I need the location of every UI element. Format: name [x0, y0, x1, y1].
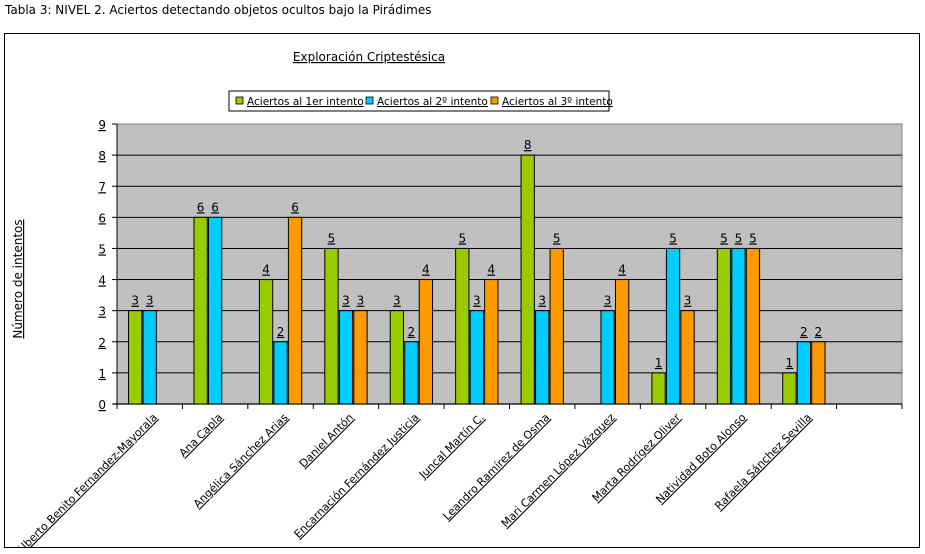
bar: [338, 310, 354, 405]
data-label: 2: [408, 325, 416, 339]
data-label: 5: [749, 231, 757, 245]
data-label: 1: [786, 356, 794, 370]
legend-label: Aciertos al 2º intento: [377, 96, 488, 108]
plot-background: [116, 123, 903, 405]
data-label: 5: [669, 231, 677, 245]
y-tick-label: 4: [98, 274, 106, 288]
data-label: 3: [393, 294, 401, 308]
legend-swatch: [235, 96, 244, 105]
data-label: 3: [146, 294, 154, 308]
y-tick-label: 0: [98, 398, 106, 412]
bar: [811, 341, 826, 405]
data-label: 5: [458, 231, 466, 245]
data-label: 3: [357, 294, 365, 308]
y-tick-label: 8: [98, 149, 106, 163]
data-label: 1: [655, 356, 663, 370]
y-tick-label: 3: [98, 305, 106, 319]
y-tick-label: 1: [98, 367, 106, 381]
category-label: Juncal Martín C.: [416, 411, 487, 482]
bar: [142, 310, 157, 405]
data-label: 5: [553, 231, 561, 245]
y-axis-label: Número de intentos: [11, 219, 25, 338]
bar: [731, 247, 746, 405]
category-label: Mari Carmen López Vázquez: [499, 411, 618, 530]
data-label: 2: [800, 325, 808, 339]
bar: [745, 247, 761, 405]
y-tick-label: 5: [98, 242, 106, 256]
data-label: 4: [618, 263, 626, 277]
data-label: 3: [604, 294, 612, 308]
legend-box: [228, 90, 610, 112]
y-tick-label: 6: [98, 211, 106, 225]
bar: [207, 216, 223, 405]
category-label: Ana Capla: [177, 411, 226, 460]
bar: [665, 247, 681, 405]
y-tick-label: 7: [98, 180, 106, 194]
data-label: 3: [473, 294, 481, 308]
category-label: Alberto Benito Fernandez-Mayorala: [14, 411, 160, 548]
data-label: 6: [197, 200, 205, 214]
bar: [455, 247, 470, 405]
data-label: 3: [342, 294, 350, 308]
bar: [353, 310, 368, 405]
bar: [404, 341, 419, 405]
y-tick-label: 9: [98, 118, 106, 132]
bar: [469, 310, 484, 405]
bar: [535, 310, 550, 405]
page-caption: Tabla 3: NIVEL 2. Aciertos detectando ob…: [5, 3, 432, 17]
bar-chart: Exploración Criptestésica Aciertos al 1e…: [11, 50, 903, 548]
data-label: 3: [131, 294, 139, 308]
bar: [782, 372, 797, 405]
chart-legend: Aciertos al 1er intento Aciertos al 2º in…: [228, 90, 613, 112]
data-label: 5: [720, 231, 728, 245]
data-label: 5: [735, 231, 743, 245]
category-label: Encarnación Fernández Justicia: [292, 411, 422, 541]
bar: [128, 310, 143, 405]
y-tick-label: 2: [98, 336, 106, 350]
data-label: 2: [815, 325, 823, 339]
bar: [716, 247, 732, 405]
bar: [273, 341, 288, 405]
chart-title: Exploración Criptestésica: [293, 50, 445, 64]
bar: [549, 247, 564, 405]
legend-swatch: [365, 96, 374, 105]
data-label: 3: [538, 294, 546, 308]
legend-swatch: [490, 96, 499, 105]
data-label: 5: [328, 231, 336, 245]
bar: [258, 279, 274, 405]
legend-label: Aciertos al 3º intento: [502, 96, 613, 108]
data-label: 4: [422, 263, 430, 277]
data-label: 6: [291, 200, 299, 214]
chart-frame: Exploración Criptestésica Aciertos al 1e…: [4, 33, 920, 548]
bar: [324, 247, 339, 405]
bar: [418, 279, 434, 405]
bar: [680, 310, 695, 405]
bar: [193, 216, 208, 405]
category-label: Daniel Antón: [297, 411, 356, 470]
data-label: 4: [262, 263, 270, 277]
data-label: 4: [487, 263, 495, 277]
legend-label: Aciertos al 1er intento: [247, 96, 364, 108]
data-label: 6: [211, 200, 219, 214]
data-label: 3: [684, 294, 692, 308]
bar: [520, 154, 535, 405]
bar: [484, 279, 499, 405]
data-label: 8: [524, 138, 532, 152]
data-label: 2: [277, 325, 285, 339]
bar: [796, 341, 812, 405]
bar: [287, 216, 303, 405]
bar: [614, 279, 630, 405]
bar: [600, 310, 615, 405]
category-label: Leandro Ramírez de Osma: [440, 411, 552, 523]
bar: [389, 310, 405, 405]
bar: [651, 372, 666, 405]
